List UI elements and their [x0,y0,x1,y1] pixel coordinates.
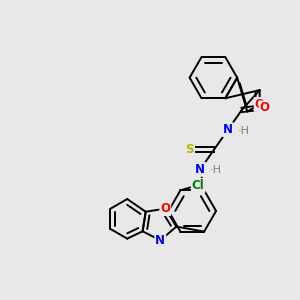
Text: O: O [260,101,270,114]
Text: O: O [160,202,170,215]
Text: Cl: Cl [192,179,205,192]
Text: N: N [223,123,233,136]
Text: O: O [255,98,265,111]
Text: N: N [195,163,205,176]
Text: S: S [185,143,194,156]
Text: ·H: ·H [210,165,222,176]
Text: ·H: ·H [238,126,250,136]
Text: N: N [155,234,165,247]
